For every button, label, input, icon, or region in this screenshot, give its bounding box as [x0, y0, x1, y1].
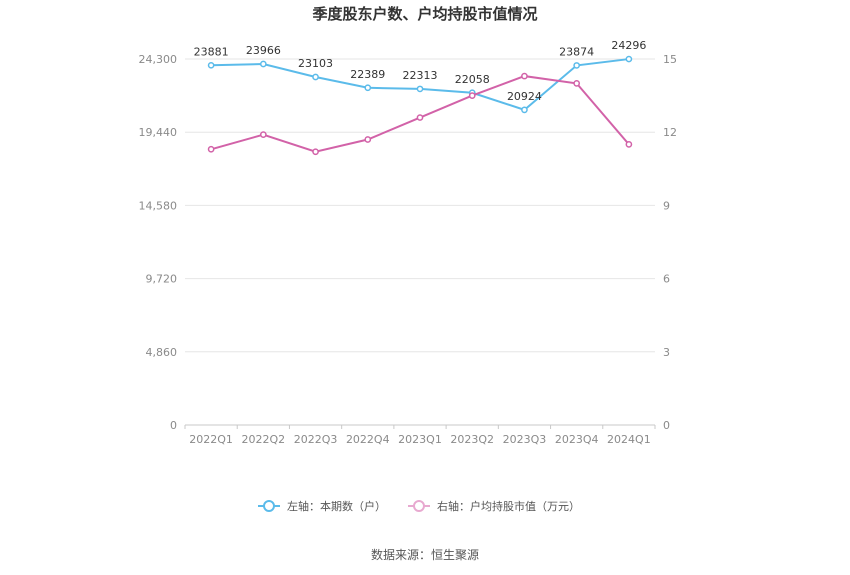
x-tick-label: 2022Q2 [242, 433, 286, 446]
data-point-left[interactable] [521, 106, 528, 114]
right-tick-label: 9 [663, 199, 670, 212]
x-tick-label: 2022Q3 [294, 433, 338, 446]
data-point-right[interactable] [521, 72, 528, 80]
data-point-right[interactable] [625, 141, 633, 148]
data-point-right[interactable] [573, 80, 581, 87]
data-label: 24296 [611, 39, 646, 52]
right-tick-label: 12 [663, 126, 677, 139]
data-point-left[interactable] [416, 85, 424, 93]
series: 23881 23966 23103 22389 22313 22058 20924 23874… [194, 39, 646, 156]
data-point-left[interactable] [259, 60, 267, 68]
data-point-right[interactable] [312, 148, 319, 156]
x-tick-label: 2022Q4 [346, 433, 390, 446]
right-tick-label: 3 [663, 346, 670, 359]
data-point-left[interactable] [625, 55, 633, 63]
legend-left-label: 左轴：本期数（户） [287, 499, 386, 513]
x-tick-label: 2023Q2 [450, 433, 494, 446]
legend-item-left[interactable]: 左轴：本期数（户） [258, 499, 386, 513]
legend-right-label: 右轴：户均持股市值（万元） [437, 499, 580, 513]
left-tick-label: 19,440 [139, 126, 178, 139]
right-tick-label: 0 [663, 419, 670, 432]
legend-left-marker [263, 500, 275, 512]
left-tick-label: 24,300 [139, 53, 178, 66]
data-point-right[interactable] [416, 114, 424, 121]
data-label: 23103 [298, 57, 333, 70]
data-label: 23881 [194, 45, 229, 58]
data-point-right[interactable] [468, 92, 476, 99]
data-label: 22389 [350, 68, 385, 81]
x-tick-label: 2023Q1 [398, 433, 442, 446]
data-label: 22313 [403, 69, 438, 82]
axes: 0 4,860 9,720 14,580 19,440 24,300 0 3 6 9 12 15 202… [139, 53, 678, 446]
data-point-left[interactable] [364, 84, 372, 92]
legend-right-marker [413, 500, 425, 512]
x-tick-label: 2024Q1 [607, 433, 651, 446]
data-label: 23874 [559, 45, 594, 58]
data-label: 22058 [455, 73, 490, 86]
data-point-left[interactable] [573, 62, 581, 69]
legend-item-right[interactable]: 右轴：户均持股市值（万元） [408, 499, 580, 513]
x-tick-label: 2022Q1 [189, 433, 233, 446]
left-tick-label: 0 [170, 419, 177, 432]
legend: 左轴：本期数（户） 右轴：户均持股市值（万元） [258, 499, 580, 513]
grid [185, 58, 655, 353]
right-tick-label: 6 [663, 273, 670, 286]
data-label: 20924 [507, 90, 542, 103]
source-text: 数据来源：恒生聚源 [371, 547, 479, 562]
left-tick-label: 4,860 [146, 346, 178, 359]
data-point-left[interactable] [207, 61, 215, 69]
left-tick-label: 9,720 [146, 273, 178, 286]
data-point-left[interactable] [312, 73, 319, 81]
series-line-left [211, 58, 630, 111]
data-label: 23966 [246, 44, 281, 57]
data-point-right[interactable] [364, 136, 372, 143]
x-tick-label: 2023Q3 [503, 433, 547, 446]
left-tick-label: 14,580 [139, 199, 178, 212]
right-tick-label: 15 [663, 53, 677, 66]
chart-title: 季度股东户数、户均持股市值情况 [312, 5, 537, 23]
x-tick-label: 2023Q4 [555, 433, 599, 446]
data-point-right[interactable] [207, 145, 215, 153]
data-point-right[interactable] [259, 131, 267, 138]
